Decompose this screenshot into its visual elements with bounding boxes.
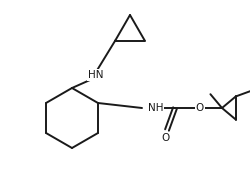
Text: O: O	[196, 103, 204, 113]
Text: HN: HN	[88, 70, 104, 80]
Text: O: O	[161, 133, 169, 143]
Text: NH: NH	[148, 103, 164, 113]
